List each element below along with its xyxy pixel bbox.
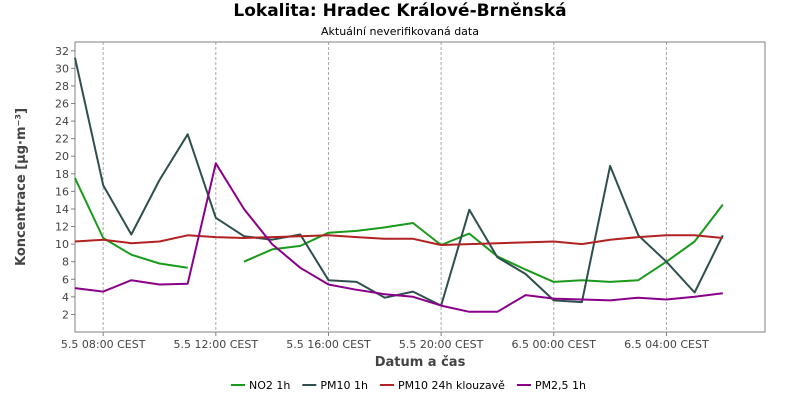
legend-item: NO2 1h (231, 379, 290, 392)
legend: NO2 1h PM10 1h PM10 24h klouzavě PM2,5 1h (231, 379, 586, 392)
plot-area-border (74, 41, 766, 333)
grid-lines (102, 42, 667, 332)
legend-label: PM10 1h (320, 379, 368, 392)
x-axis-label: Datum a čas (375, 355, 466, 370)
series-pm10-1h (74, 57, 724, 307)
y-tick-label: 16 (55, 185, 69, 198)
x-tick-label: 5.5 20:00 CEST (399, 338, 484, 351)
x-tick-label: 6.5 00:00 CEST (512, 338, 597, 351)
y-tick-label: 22 (55, 133, 69, 146)
legend-item: PM10 24h klouzavě (379, 379, 505, 392)
legend-label: PM10 24h klouzavě (398, 379, 505, 392)
chart-title: Lokalita: Hradec Králové-Brněnská (233, 1, 567, 21)
series-line (74, 162, 723, 313)
y-axis-label: Koncentrace [µg·m⁻³] (14, 108, 29, 266)
y-tick-label: 18 (55, 168, 69, 181)
legend-item: PM10 1h (302, 379, 368, 392)
series-pm10-24h-klouzav- (74, 234, 723, 246)
y-tick-label: 8 (62, 256, 69, 269)
x-tick-label: 6.5 04:00 CEST (624, 338, 709, 351)
series-line (74, 234, 723, 246)
y-tick-label: 10 (55, 238, 69, 251)
x-tick-label: 5.5 12:00 CEST (174, 338, 259, 351)
chart-subtitle: Aktuální neverifikovaná data (321, 25, 479, 38)
y-tick-label: 28 (55, 80, 69, 93)
legend-label: NO2 1h (249, 379, 290, 392)
series-no2-1h (74, 177, 724, 283)
y-tick-label: 12 (55, 221, 69, 234)
series-line (74, 57, 724, 307)
legend-label: PM2,5 1h (535, 379, 586, 392)
series-line (74, 177, 188, 269)
legend-item: PM2,5 1h (516, 379, 586, 392)
y-tick-label: 4 (62, 291, 69, 304)
x-axis-ticks: 5.5 08:00 CEST 5.5 12:00 CEST 5.5 16:00 CE… (61, 332, 709, 351)
series-lines (74, 57, 724, 313)
series-pm2-5-1h (74, 162, 723, 313)
x-tick-label: 5.5 08:00 CEST (61, 338, 146, 351)
y-tick-label: 20 (55, 150, 69, 163)
y-tick-label: 30 (55, 62, 69, 75)
y-tick-label: 24 (55, 115, 69, 128)
y-tick-label: 32 (55, 45, 69, 58)
y-tick-label: 2 (62, 308, 69, 321)
y-tick-label: 14 (55, 203, 69, 216)
y-tick-label: 6 (62, 273, 69, 286)
x-tick-label: 5.5 16:00 CEST (286, 338, 371, 351)
y-tick-label: 26 (55, 98, 69, 111)
